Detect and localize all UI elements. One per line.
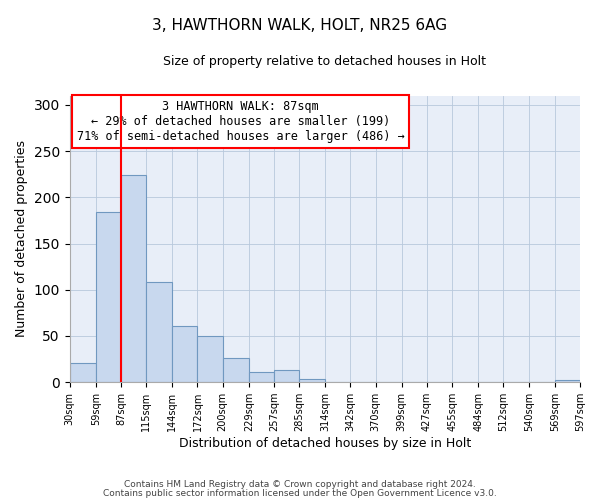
Text: 3 HAWTHORN WALK: 87sqm
← 29% of detached houses are smaller (199)
71% of semi-de: 3 HAWTHORN WALK: 87sqm ← 29% of detached… [77, 100, 404, 143]
Bar [146, 282, 172, 382]
Bar [70, 363, 96, 382]
Bar [555, 380, 580, 382]
X-axis label: Distribution of detached houses by size in Holt: Distribution of detached houses by size … [179, 437, 471, 450]
Text: Contains public sector information licensed under the Open Government Licence v3: Contains public sector information licen… [103, 488, 497, 498]
Bar [223, 358, 249, 382]
Bar [274, 370, 299, 382]
Bar [197, 336, 223, 382]
Bar [172, 326, 197, 382]
Text: Contains HM Land Registry data © Crown copyright and database right 2024.: Contains HM Land Registry data © Crown c… [124, 480, 476, 489]
Bar [249, 372, 274, 382]
Bar [121, 175, 146, 382]
Bar [96, 212, 121, 382]
Bar [299, 378, 325, 382]
Y-axis label: Number of detached properties: Number of detached properties [15, 140, 28, 338]
Text: 3, HAWTHORN WALK, HOLT, NR25 6AG: 3, HAWTHORN WALK, HOLT, NR25 6AG [152, 18, 448, 32]
Title: Size of property relative to detached houses in Holt: Size of property relative to detached ho… [163, 55, 487, 68]
